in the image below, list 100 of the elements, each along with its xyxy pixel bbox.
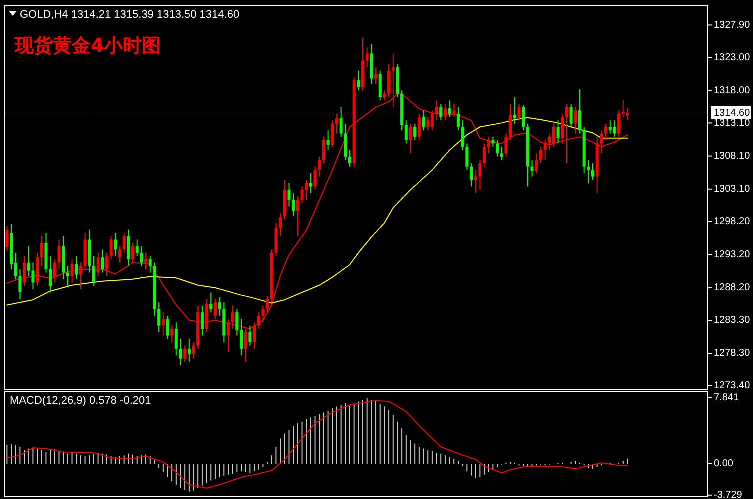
- candlestick: [40, 236, 44, 267]
- y-tick-label: 0.00: [714, 458, 734, 470]
- y-tick-label: 1293.20: [714, 250, 751, 261]
- candlestick: [240, 318, 244, 356]
- candlestick: [604, 123, 608, 141]
- candlestick: [192, 342, 196, 360]
- candlestick: [426, 116, 430, 131]
- candlestick: [418, 113, 421, 141]
- candlestick: [105, 252, 108, 277]
- candlestick: [383, 90, 386, 102]
- candlestick: [166, 315, 170, 340]
- candlestick: [309, 173, 312, 194]
- candlestick: [79, 262, 82, 290]
- candlestick: [618, 110, 621, 138]
- candlestick: [322, 136, 326, 164]
- candlestick: [509, 103, 512, 141]
- y-tick-label: 1273.40: [714, 380, 751, 392]
- candlestick: [214, 298, 217, 320]
- candlestick: [565, 103, 568, 164]
- chart-title: GOLD,H4 1314.21 1315.39 1313.50 1314.60: [20, 8, 240, 21]
- candlestick: [478, 160, 482, 191]
- candlestick: [535, 153, 538, 174]
- candlestick: [366, 47, 369, 68]
- y-tick-label: 1288.20: [714, 282, 751, 294]
- ref-line-label: 1314.60: [714, 108, 751, 119]
- candlestick: [592, 163, 595, 181]
- candlestick: [218, 296, 222, 316]
- candlestick: [487, 136, 490, 154]
- y-tick-label: 1278.30: [714, 348, 751, 360]
- candlestick: [75, 256, 78, 280]
- candlestick: [500, 146, 504, 161]
- candlestick: [288, 182, 291, 208]
- candlestick: [32, 262, 35, 290]
- candlestick: [296, 196, 300, 237]
- candlestick: [492, 136, 495, 148]
- candlestick: [300, 186, 304, 204]
- candlestick: [435, 100, 438, 122]
- candlestick: [474, 170, 478, 194]
- candlestick: [23, 256, 26, 287]
- candlestick: [539, 146, 542, 164]
- candlestick: [200, 305, 204, 336]
- candlestick: [483, 143, 486, 168]
- annotation: 现货黄金4小时图: [14, 35, 162, 57]
- candlestick: [70, 259, 74, 284]
- candlestick: [292, 192, 296, 218]
- candlestick: [96, 252, 100, 277]
- candlestick: [452, 103, 456, 118]
- candlestick: [314, 166, 317, 191]
- candlestick: [162, 312, 165, 336]
- candlestick: [522, 104, 526, 131]
- candlestick: [456, 106, 460, 131]
- candlestick: [530, 160, 534, 178]
- candlestick: [248, 325, 252, 346]
- y-tick-label: 1323.00: [714, 52, 751, 64]
- candlestick: [188, 338, 191, 363]
- candlestick: [574, 106, 578, 134]
- candlestick: [344, 123, 348, 161]
- candlestick: [58, 239, 61, 270]
- chart-title: MACD(12,26,9) 0.578 -0.201: [10, 394, 152, 407]
- candlestick: [378, 70, 382, 102]
- y-tick-label: 1318.00: [714, 85, 751, 96]
- candlestick: [331, 120, 334, 148]
- y-tick-label: 1303.10: [714, 184, 751, 196]
- candlestick: [348, 150, 352, 168]
- candlestick: [140, 246, 144, 267]
- candlestick: [262, 305, 265, 323]
- candlestick: [448, 100, 452, 118]
- candlestick: [49, 256, 52, 294]
- candlestick: [326, 130, 330, 151]
- candlestick: [27, 246, 30, 277]
- candlestick: [6, 226, 9, 252]
- candlestick: [18, 269, 22, 300]
- candlestick: [622, 100, 625, 118]
- y-tick-label: 1313.10: [714, 118, 751, 129]
- candlestick: [513, 96, 516, 124]
- y-tick-label: 7.841: [714, 392, 740, 404]
- candlestick: [600, 130, 604, 154]
- candlestick: [170, 325, 174, 343]
- candlestick: [444, 103, 447, 122]
- candlestick: [318, 156, 322, 178]
- candlestick: [101, 249, 104, 274]
- candlestick: [118, 246, 122, 264]
- candlestick: [179, 338, 182, 366]
- candlestick: [340, 106, 343, 138]
- candlestick: [626, 108, 630, 122]
- candlestick: [184, 345, 187, 363]
- candlestick: [335, 113, 338, 134]
- y-tick-label: 1308.10: [714, 150, 751, 162]
- candlestick: [544, 140, 547, 161]
- candlestick: [110, 236, 113, 260]
- candlestick: [122, 232, 126, 254]
- candlestick: [92, 256, 96, 287]
- candlestick: [613, 120, 616, 138]
- candlestick: [66, 266, 70, 287]
- candlestick: [466, 143, 469, 171]
- candlestick: [496, 140, 500, 158]
- candlestick: [158, 302, 161, 333]
- candlestick: [305, 180, 308, 200]
- candlestick: [127, 229, 130, 267]
- y-tick-label: -3.729: [714, 490, 743, 499]
